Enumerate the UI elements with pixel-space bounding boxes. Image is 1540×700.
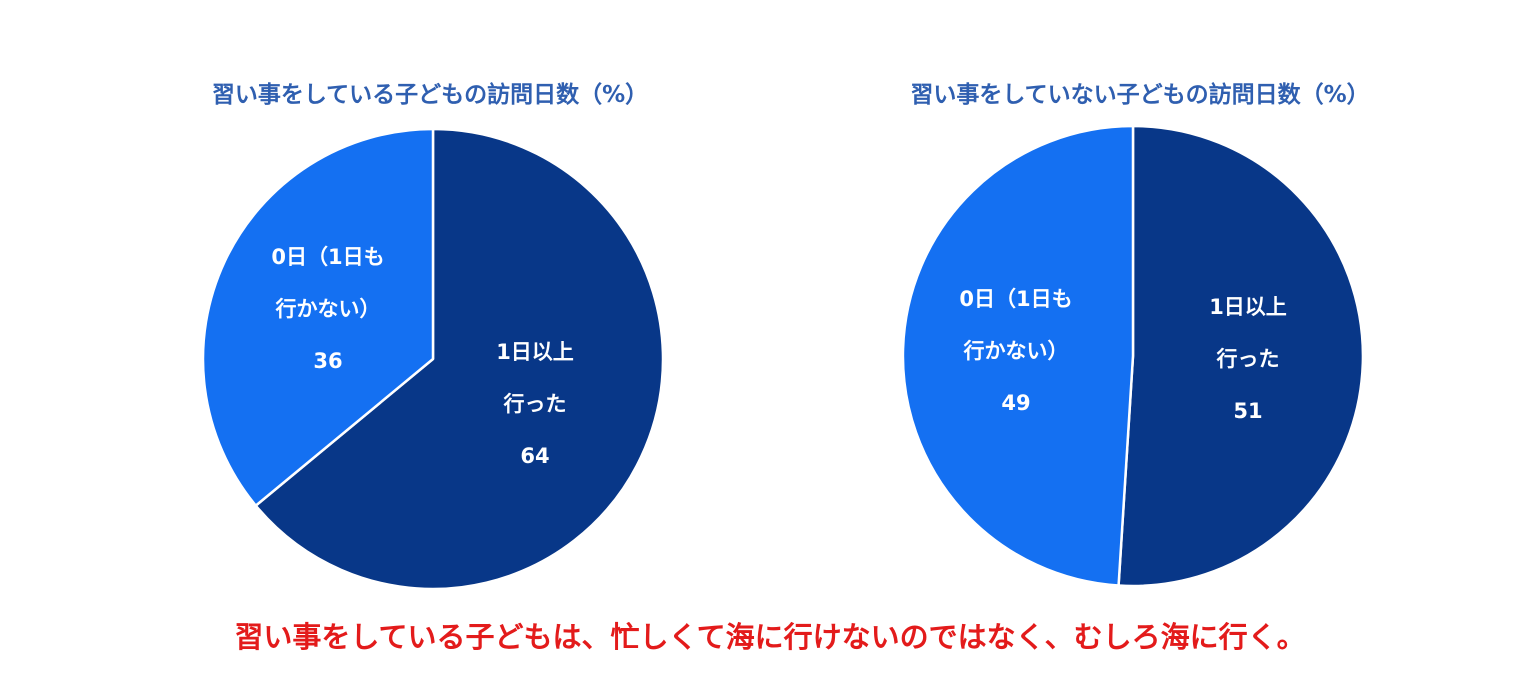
slice-label-0-1-1: 行かない） <box>275 297 381 321</box>
chart-title-with-lessons: 習い事をしている子どもの訪問日数（%） <box>211 82 649 108</box>
slice-label-0-0-0: 1日以上 <box>496 340 574 364</box>
slice-value-1-0: 51 <box>1233 399 1262 423</box>
slice-value-0-0: 64 <box>520 444 549 468</box>
pie-slice-0-1 <box>201 127 435 507</box>
pie-slice-1-0 <box>1117 124 1365 588</box>
pie-slice-0-0 <box>254 127 665 591</box>
slice-value-0-1: 36 <box>313 349 342 373</box>
slice-value-1-1: 49 <box>1001 391 1030 415</box>
chart-title-without-lessons: 習い事をしていない子どもの訪問日数（%） <box>910 82 1370 108</box>
slice-label-0-0-1: 行った <box>503 392 567 416</box>
pie-slice-1-1 <box>901 124 1135 587</box>
slice-label-1-1-1: 行かない） <box>963 339 1069 363</box>
conclusion-caption: 習い事をしている子どもは、忙しくて海に行けないのではなく、むしろ海に行く。 <box>234 620 1306 654</box>
slice-label-1-1-0: 0日（1日も <box>959 287 1072 311</box>
slice-label-0-1-0: 0日（1日も <box>271 245 384 269</box>
slice-label-1-0-0: 1日以上 <box>1209 295 1287 319</box>
slice-label-1-0-1: 行った <box>1216 347 1280 371</box>
